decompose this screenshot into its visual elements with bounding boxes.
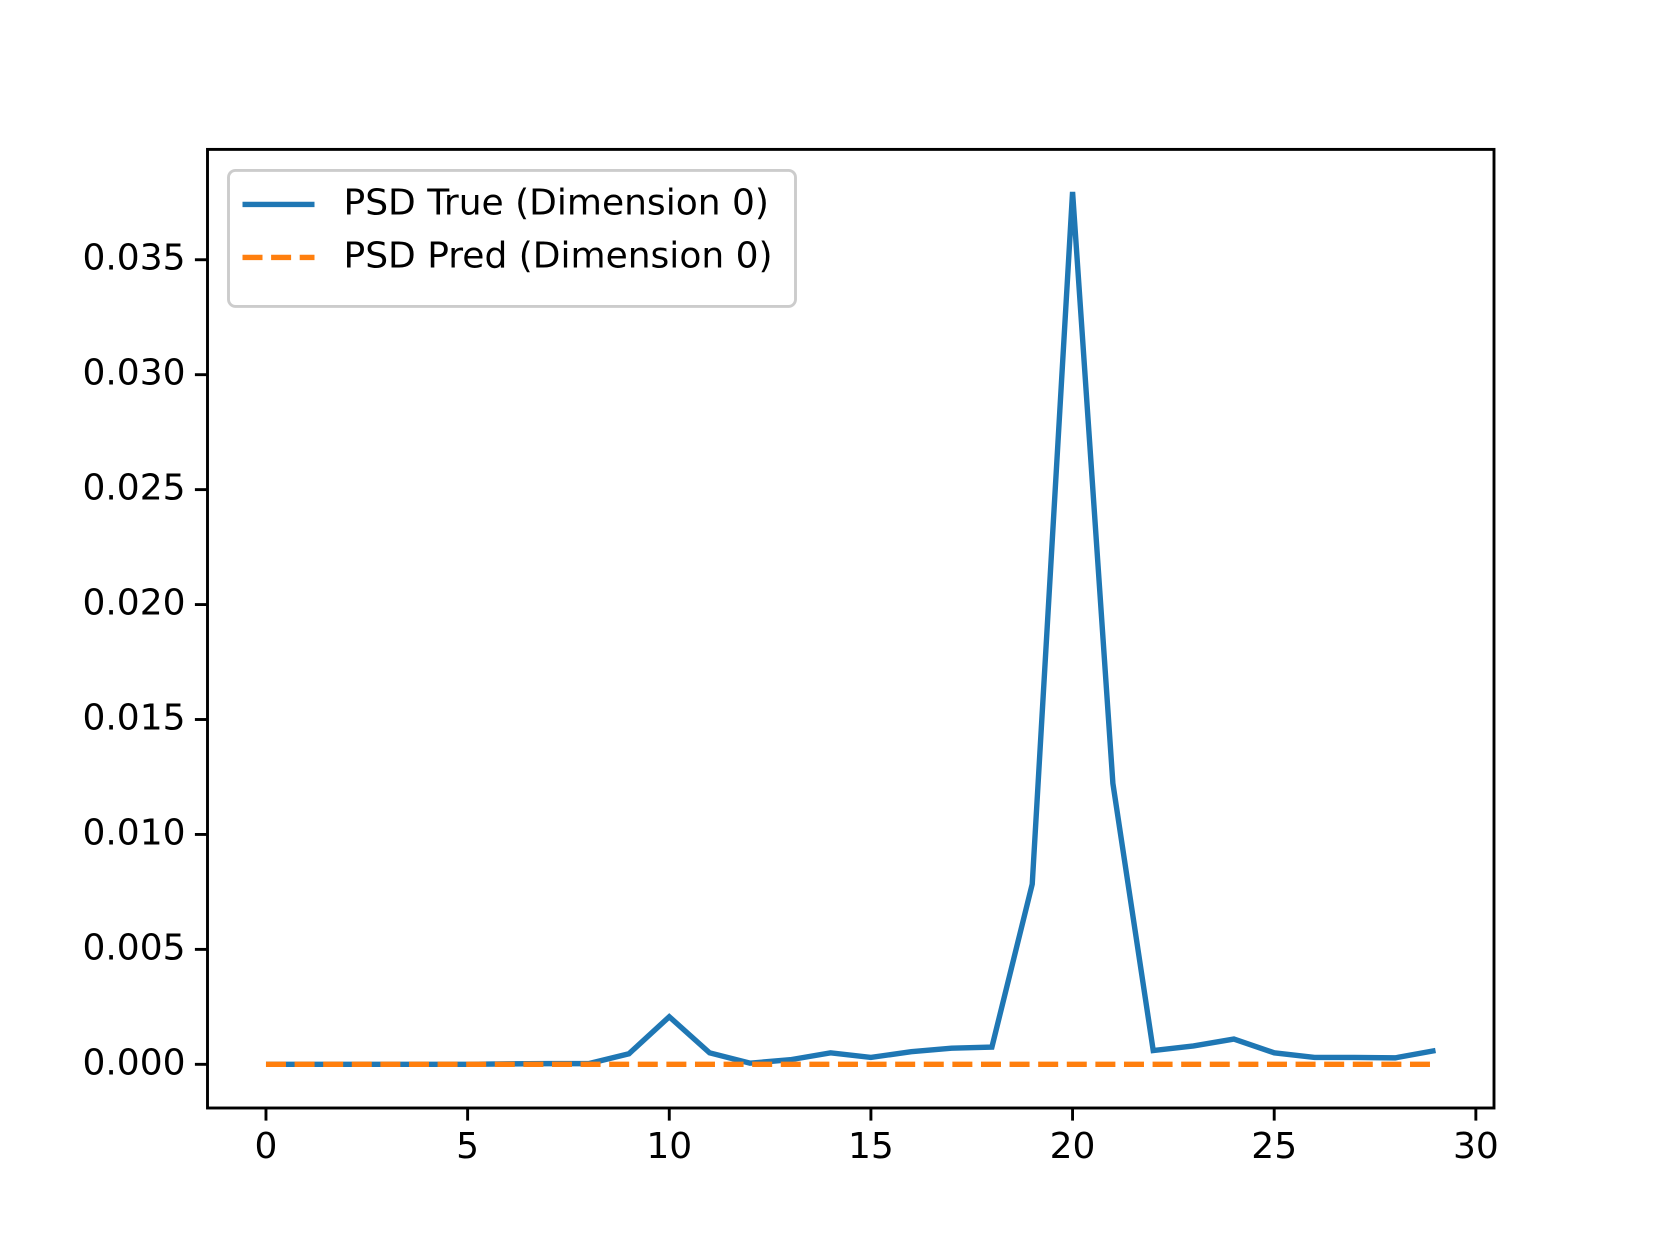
y-tick-label: 0.030 [82, 353, 185, 394]
legend-label: PSD Pred (Dimension 0) [344, 235, 773, 276]
x-tick-label: 10 [646, 1126, 692, 1167]
x-tick-label: 0 [255, 1126, 278, 1167]
x-tick-label: 30 [1453, 1126, 1499, 1167]
legend: PSD True (Dimension 0) PSD Pred (Dimensio… [227, 168, 797, 308]
y-tick-label: 0.020 [82, 583, 185, 624]
series-line [265, 191, 1437, 1068]
x-tick-label: 15 [848, 1126, 894, 1167]
y-tick-label: 0.035 [82, 238, 185, 279]
legend-label: PSD True (Dimension 0) [344, 182, 769, 223]
y-tick-label: 0.005 [82, 927, 185, 968]
y-tick-label: 0.010 [82, 812, 185, 853]
y-tick-label: 0.025 [82, 468, 185, 509]
legend-box [227, 168, 797, 308]
plot-frame [206, 147, 1496, 1110]
x-tick-label: 20 [1050, 1126, 1096, 1167]
x-tick-label: 25 [1251, 1126, 1297, 1167]
x-tick-label: 5 [456, 1126, 479, 1167]
y-tick-label: 0.015 [82, 698, 185, 739]
y-tick-label: 0.000 [82, 1042, 185, 1083]
